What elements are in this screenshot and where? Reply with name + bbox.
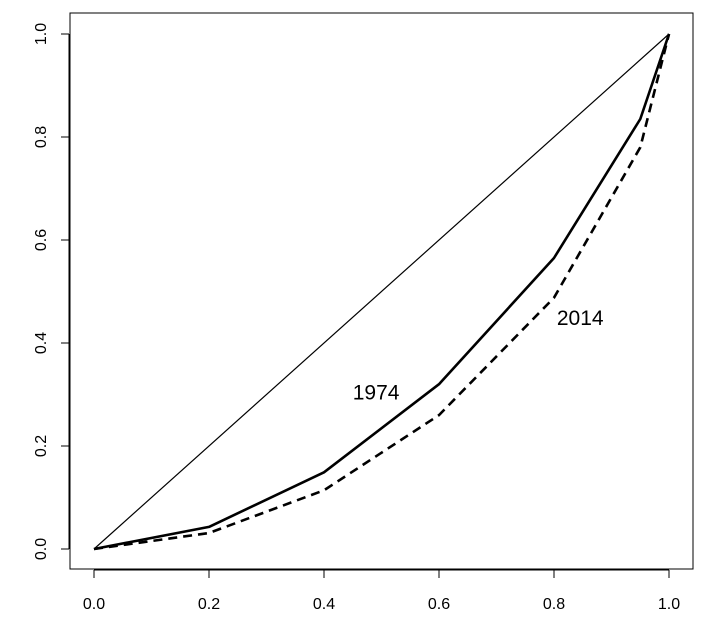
x-tick-label: 1.0 <box>658 596 680 613</box>
y-tick-label: 0.4 <box>33 332 50 354</box>
x-tick-label: 0.2 <box>198 596 220 613</box>
y-tick-label: 0.6 <box>33 229 50 251</box>
series-layer <box>93 33 671 551</box>
plot-frame <box>69 12 694 570</box>
y-tick-label: 1.0 <box>33 23 50 45</box>
series-line-1974 <box>93 33 671 551</box>
x-tick-label: 0.6 <box>428 596 450 613</box>
equality-line <box>93 33 670 550</box>
x-tick-label: 0.8 <box>543 596 565 613</box>
annotations: 1974 2014 <box>353 307 604 405</box>
series-label-2014: 2014 <box>557 307 604 330</box>
x-tick-label: 0.4 <box>313 596 335 613</box>
series-line-2014 <box>93 33 671 551</box>
y-tick-label: 0.8 <box>33 126 50 148</box>
y-tick-label: 0.0 <box>33 538 50 560</box>
series-label-1974: 1974 <box>353 382 400 405</box>
axes: 0.0 0.2 0.4 0.6 0.8 1.0 0.0 0.2 0.4 0.6 0.8 1.0 <box>33 23 680 613</box>
y-tick-label: 0.2 <box>33 435 50 457</box>
x-tick-label: 0.0 <box>83 596 105 613</box>
